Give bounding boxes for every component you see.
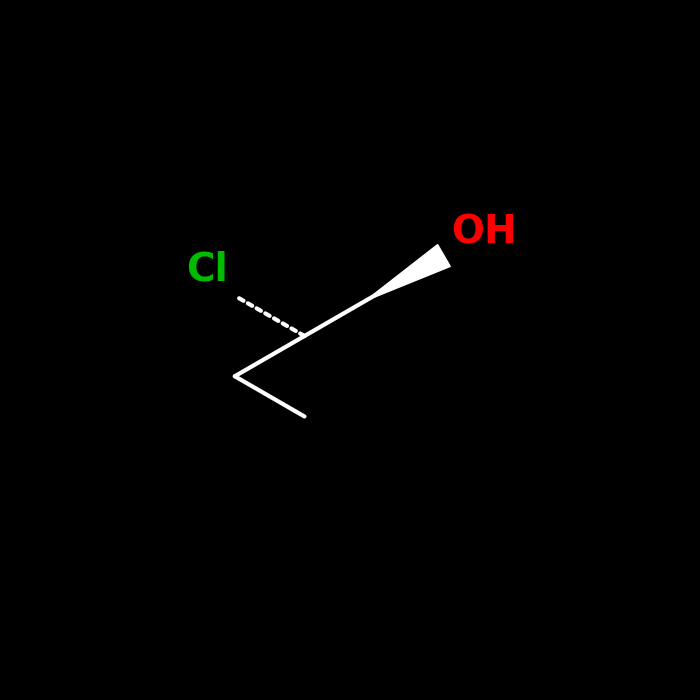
Polygon shape xyxy=(374,244,450,297)
Text: Cl: Cl xyxy=(186,251,228,288)
Text: OH: OH xyxy=(451,214,517,252)
